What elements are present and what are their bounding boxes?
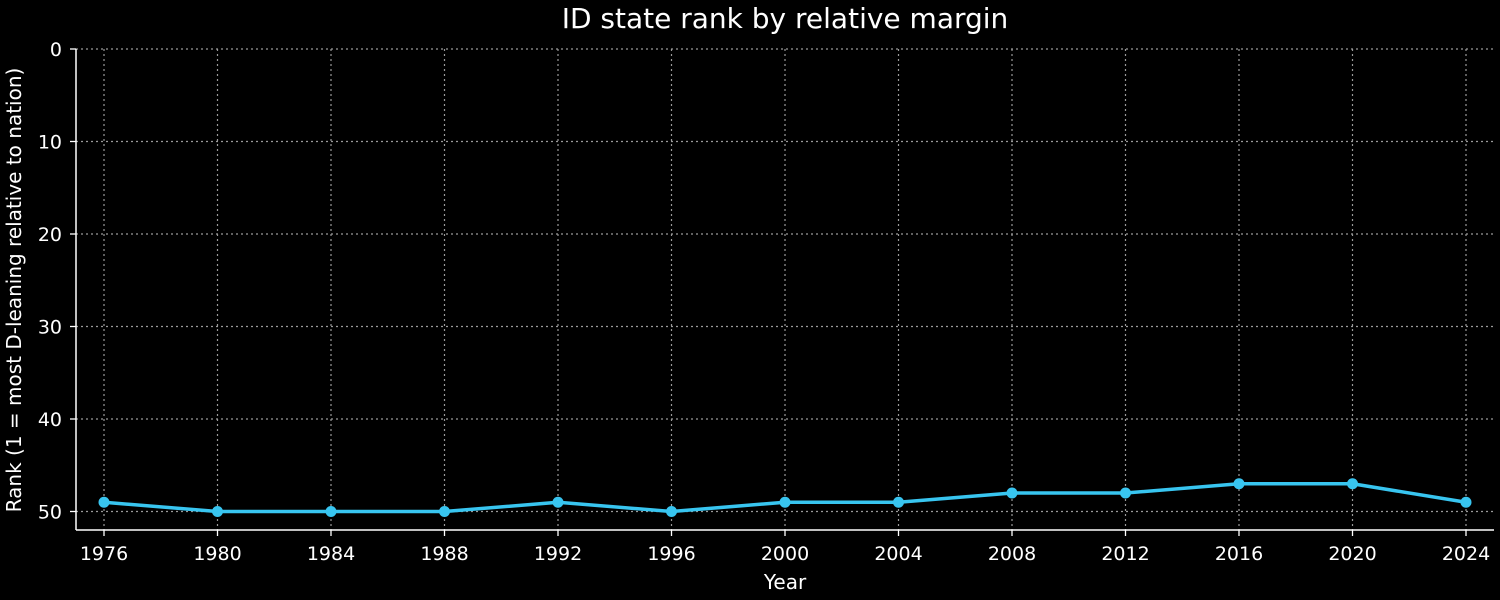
data-point: [325, 506, 337, 517]
x-axis-label: Year: [763, 570, 807, 594]
data-point: [439, 506, 450, 517]
data-point: [1120, 487, 1131, 499]
x-tick-label: 1976: [80, 543, 128, 565]
data-point: [893, 496, 904, 508]
x-tick-label: 1996: [647, 543, 695, 565]
x-tick-label: 1992: [534, 543, 582, 565]
data-point: [212, 506, 223, 517]
x-tick-label: 2024: [1442, 543, 1490, 565]
data-point: [779, 496, 791, 508]
data-layer: [98, 478, 1472, 517]
x-tick-label: 2008: [988, 543, 1036, 565]
x-tick-label: 1980: [193, 543, 241, 565]
y-tick-label: 40: [38, 409, 62, 431]
x-tick-label: 2004: [874, 543, 922, 565]
grid-layer: [76, 48, 1494, 530]
data-point: [1460, 496, 1472, 508]
x-tick-label: 2020: [1328, 543, 1376, 565]
x-tick-label: 1984: [307, 543, 355, 565]
data-point: [1233, 478, 1245, 490]
data-point: [666, 506, 677, 517]
x-tick-label: 2012: [1101, 543, 1149, 565]
data-point: [98, 496, 110, 508]
data-point: [552, 496, 564, 508]
x-tick-label: 1988: [420, 543, 468, 565]
chart-title: ID state rank by relative margin: [562, 2, 1009, 35]
y-tick-label: 20: [38, 224, 62, 246]
data-point: [1006, 487, 1018, 499]
x-tick-label: 2016: [1215, 543, 1263, 565]
y-tick-label: 0: [50, 39, 62, 61]
y-tick-label: 30: [38, 317, 62, 339]
axes-layer: 1976 1980 1984 1988 1992 1996 2000 2004 2008 2012…: [38, 39, 1494, 565]
x-tick-label: 2000: [761, 543, 809, 565]
data-point: [1347, 478, 1358, 490]
y-axis-label: Rank (1 = most D-leaning relative to nat…: [2, 68, 26, 513]
y-tick-label: 10: [38, 132, 62, 154]
y-tick-label: 50: [38, 502, 62, 524]
